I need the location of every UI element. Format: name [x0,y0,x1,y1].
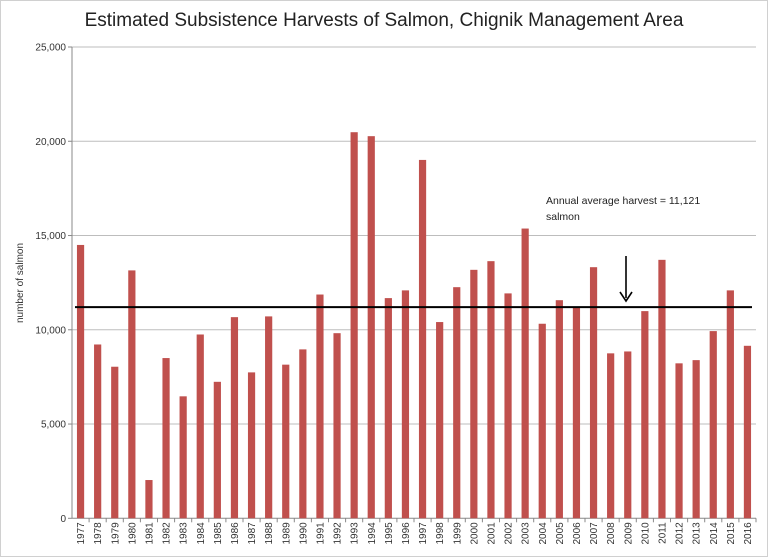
x-tick-label: 1989 [281,522,292,545]
x-tick-label: 1995 [384,522,395,545]
x-tick-label: 1982 [162,522,173,545]
x-tick-label: 2000 [469,522,480,545]
x-tick-label: 2012 [675,522,686,545]
x-tick-label: 2015 [726,522,737,545]
x-tick-label: 2016 [743,522,754,545]
bar-2010 [641,311,649,519]
bar-2002 [504,293,512,519]
x-tick-label: 1990 [298,522,309,545]
x-tick-label: 1993 [350,522,361,545]
bar-1989 [282,364,290,519]
bar-1986 [230,317,239,519]
bar-1987 [247,372,256,519]
x-tick-label: 1977 [76,522,87,545]
x-tick-label: 1999 [452,522,463,545]
x-tick-label: 1981 [144,522,155,545]
bar-1981 [145,480,153,519]
arrow-head-icon [619,291,633,303]
x-tick-label: 2003 [521,522,532,545]
y-tick-label: 20,000 [35,137,66,148]
bar-1993 [350,132,358,519]
y-tick-label: 15,000 [35,231,66,242]
bar-1980 [128,270,136,519]
annotation-text-line2: salmon [546,211,580,223]
bar-2013 [692,360,700,519]
x-tick-label: 2005 [555,522,566,545]
x-tick-label: 1991 [315,522,326,545]
bar-2009 [624,351,632,519]
bar-2011 [658,259,666,519]
x-tick-label: 1997 [418,522,429,545]
bar-1997 [418,159,427,519]
y-tick-label: 0 [60,514,66,525]
x-tick-label: 1994 [367,522,378,545]
bar-1984 [196,334,204,519]
x-tick-label: 2013 [692,522,703,545]
bar-1988 [265,316,273,519]
bar-2001 [487,261,495,519]
bar-2008 [607,353,615,519]
bar-1996 [401,290,410,519]
x-tick-label: 2011 [657,522,668,544]
bar-1977 [76,244,85,519]
x-tick-label: 2008 [606,522,617,545]
bar-1983 [179,396,187,519]
bar-1992 [333,333,341,519]
bar-2004 [538,323,546,519]
x-tick-label: 1987 [247,522,258,545]
y-axis-label: number of salmon [15,243,26,323]
x-tick-label: 1985 [213,522,224,545]
x-tick-label: 1980 [127,522,138,545]
bar-2003 [521,228,529,519]
bar-2014 [709,331,717,519]
bar-1998 [436,322,444,519]
x-tick-label: 1988 [264,522,275,545]
x-tick-label: 1979 [110,522,121,545]
bar-1990 [299,349,307,519]
x-tick-label: 2002 [504,522,515,545]
annotation-text-line1: Annual average harvest = 11,121 [546,195,700,207]
y-tick-label: 10,000 [35,325,66,336]
bar-1978 [94,344,102,519]
bar-2000 [470,269,478,519]
x-tick-label: 2009 [623,522,634,545]
x-tick-label: 1996 [401,522,412,545]
x-tick-label: 2006 [572,522,583,545]
x-tick-label: 1986 [230,522,241,545]
bar-2012 [675,363,683,519]
x-tick-label: 1984 [196,522,207,545]
x-tick-label: 2001 [486,522,497,545]
y-tick-label: 25,000 [35,43,66,54]
bar-2007 [589,267,598,519]
x-tick-label: 1992 [333,522,344,545]
bar-1994 [367,136,375,519]
y-tick-label: 5,000 [41,420,66,431]
bar-2016 [743,345,752,519]
bar-2005 [555,300,563,519]
x-tick-label: 2010 [640,522,651,545]
bar-1982 [162,358,170,519]
x-tick-label: 2007 [589,522,600,545]
x-tick-label: 1998 [435,522,446,545]
bar-1985 [213,381,221,519]
bar-1995 [384,298,392,519]
chart-title: Estimated Subsistence Harvests of Salmon… [84,10,684,31]
bar-1979 [111,366,119,519]
bar-1999 [453,287,461,519]
x-tick-label: 1983 [179,522,190,545]
bar-1991 [316,294,324,519]
bar-2015 [726,290,734,519]
bar-2006 [572,307,581,519]
x-tick-label: 1978 [93,522,104,545]
x-tick-label: 2004 [538,522,549,545]
x-tick-label: 2014 [709,522,720,545]
